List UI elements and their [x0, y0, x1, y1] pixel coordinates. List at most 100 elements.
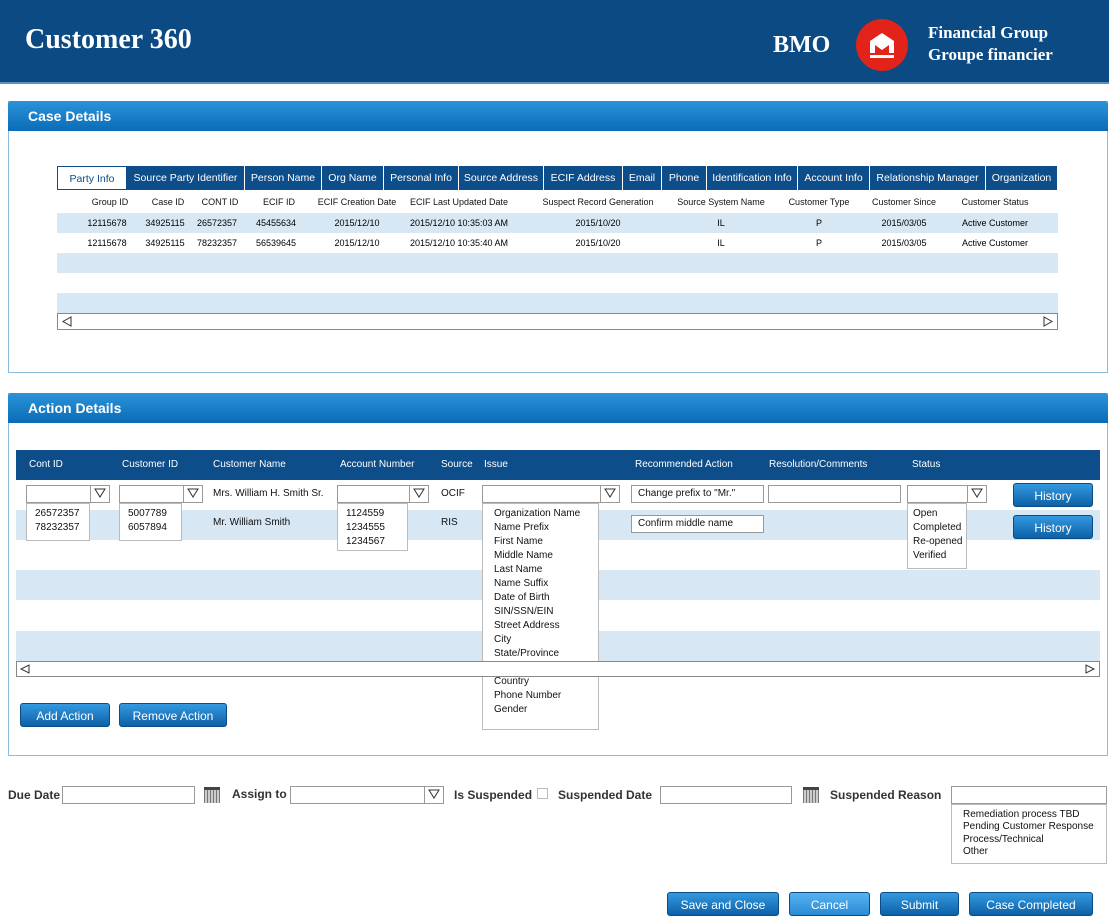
issue-list[interactable]	[482, 503, 599, 730]
tab[interactable]: ECIF Address	[544, 166, 623, 190]
footer-button[interactable]: Cancel	[789, 892, 870, 916]
issue-list-option[interactable]: State/Province	[494, 648, 560, 659]
reason-input[interactable]	[951, 786, 1107, 804]
app-title: Customer 360	[25, 24, 192, 55]
account-list[interactable]	[337, 503, 408, 551]
add-action-button[interactable]: Add Action	[20, 703, 110, 727]
cont-id-select-arrow	[90, 485, 110, 503]
reason-option[interactable]: Other	[963, 845, 989, 857]
recommended-input[interactable]	[631, 515, 764, 533]
tab[interactable]: Organization	[986, 166, 1058, 190]
tab[interactable]: Org Name	[322, 166, 384, 190]
reason-option[interactable]: Remediation process TBD	[963, 809, 1080, 820]
customer-name: Mr. William Smith	[213, 517, 291, 528]
due-date-input[interactable]	[62, 786, 195, 804]
tab[interactable]: Source Party Identifier	[127, 166, 245, 190]
issue-list-option[interactable]: Street Address	[494, 620, 560, 631]
footer-button[interactable]: Case Completed	[969, 892, 1093, 916]
account-select[interactable]	[337, 485, 429, 503]
column-header: ECIF ID	[262, 197, 295, 207]
group-fr: Groupe financier	[928, 45, 1053, 64]
footer-button[interactable]: Save and Close	[667, 892, 779, 916]
status-list-option[interactable]: Re-opened	[913, 536, 963, 547]
source: OCIF	[441, 488, 465, 499]
history-button[interactable]: History	[1013, 515, 1093, 539]
calendar-icon[interactable]	[803, 787, 819, 803]
recommended-text: Change prefix to "Mr."	[638, 488, 736, 499]
column-header: Case ID	[151, 197, 185, 207]
tab[interactable]: Party Info	[57, 166, 127, 190]
column-header: ECIF Last Updated Date	[409, 197, 509, 207]
column-header: Cont ID	[29, 459, 63, 470]
issue-list-option[interactable]: Phone Number	[494, 690, 562, 701]
status-list[interactable]	[907, 503, 967, 569]
tab[interactable]: Personal Info	[384, 166, 459, 190]
reason-option[interactable]: Process/Technical	[963, 833, 1044, 845]
cell: 78232357	[196, 238, 238, 248]
status-list-option[interactable]: Verified	[913, 550, 947, 561]
tab[interactable]: Identification Info	[707, 166, 798, 190]
scroll-right	[1041, 314, 1055, 329]
cont-id-list[interactable]	[26, 503, 90, 541]
column-header: Customer Since	[871, 197, 937, 207]
cell: 12115678	[87, 238, 127, 248]
account-select-arrow	[409, 485, 429, 503]
row-stripe	[57, 293, 1058, 313]
cont-id-select[interactable]	[26, 485, 110, 503]
cont-id-list-option[interactable]: 78232357	[35, 522, 80, 533]
account-list-option[interactable]: 1234555	[346, 522, 385, 533]
issue-list-option[interactable]: Date of Birth	[494, 592, 550, 603]
tab[interactable]: Email	[623, 166, 662, 190]
label: Suspended Reason	[830, 788, 942, 802]
status-list-option[interactable]: Completed	[913, 522, 962, 533]
cell: 2015/12/10	[334, 218, 380, 228]
customer-id-list-option[interactable]: 5007789	[128, 508, 167, 519]
customer-id-select-arrow-glyph	[187, 488, 199, 498]
issue-list-option[interactable]: First Name	[494, 536, 543, 547]
issue-list-option[interactable]: Name Suffix	[494, 578, 549, 589]
column-header: Account Number	[340, 459, 415, 470]
case-title: Case Details	[8, 101, 1108, 131]
recommended-input[interactable]	[631, 485, 764, 503]
history-button[interactable]: History	[1013, 483, 1093, 507]
reason-option[interactable]: Pending Customer Response	[963, 821, 1094, 833]
column-header: Status	[912, 459, 941, 470]
issue-list-option[interactable]: Last Name	[494, 564, 543, 575]
cont-id-list-option[interactable]: 26572357	[35, 508, 80, 519]
account-list-option[interactable]: 1124559	[346, 508, 385, 519]
issue-select[interactable]	[482, 485, 620, 503]
scroll-left-glyph	[19, 664, 30, 674]
issue-list-option[interactable]: Organization Name	[494, 508, 581, 519]
tab[interactable]: Source Address	[459, 166, 544, 190]
bank-name: BMO	[773, 32, 831, 58]
issue-list-option[interactable]: Gender	[494, 704, 528, 715]
row-stripe	[57, 213, 1058, 233]
tab[interactable]: Phone	[662, 166, 707, 190]
assign-select[interactable]	[290, 786, 444, 804]
status-select-arrow	[967, 485, 987, 503]
suspended-date-input[interactable]	[660, 786, 792, 804]
issue-list-option[interactable]: Middle Name	[494, 550, 553, 561]
reason-list[interactable]	[951, 804, 1107, 864]
remove-action-button[interactable]: Remove Action	[119, 703, 227, 727]
calendar-icon[interactable]	[204, 787, 220, 803]
status-list-option[interactable]: Open	[913, 508, 938, 519]
checkbox[interactable]	[537, 788, 548, 799]
tab[interactable]: Account Info	[798, 166, 870, 190]
scroll-right-glyph	[1085, 664, 1096, 674]
issue-list-option[interactable]: City	[494, 634, 512, 645]
issue-list-option[interactable]: SIN/SSN/EIN	[494, 606, 554, 617]
resolution-input[interactable]	[768, 485, 901, 503]
assign-select-arrow-glyph	[428, 789, 440, 799]
tab[interactable]: Person Name	[245, 166, 322, 190]
customer-id-list-option[interactable]: 6057894	[128, 522, 167, 533]
issue-list-option[interactable]: Country	[494, 676, 530, 687]
customer-id-select[interactable]	[119, 485, 203, 503]
account-select-arrow-glyph	[413, 488, 425, 498]
column-header: Suspect Record Generation	[542, 197, 654, 207]
issue-list-option[interactable]: Name Prefix	[494, 522, 550, 533]
footer-button[interactable]: Submit	[880, 892, 959, 916]
account-list-option[interactable]: 1234567	[346, 536, 385, 547]
customer-id-list[interactable]	[119, 503, 182, 541]
tab[interactable]: Relationship Manager	[870, 166, 986, 190]
